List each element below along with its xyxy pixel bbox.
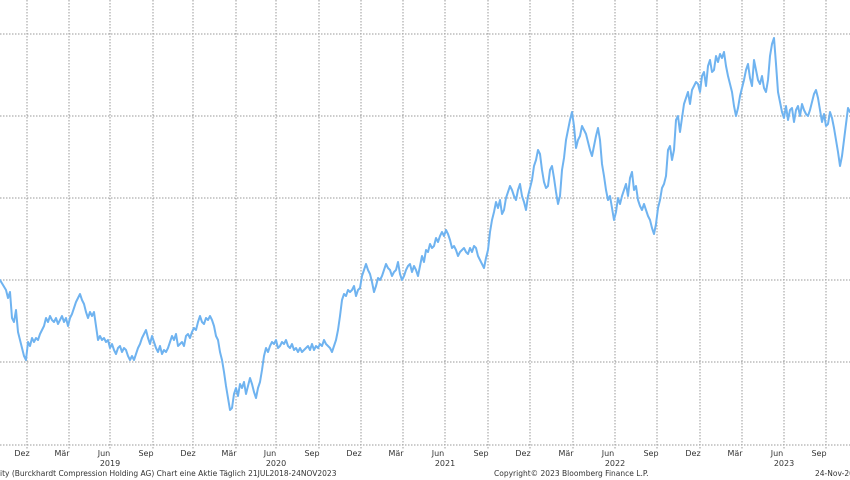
- chart-date: 24-Nov-2023: [815, 469, 850, 478]
- x-tick-label: Mär: [558, 449, 574, 458]
- horizontal-gridlines: [0, 33, 850, 363]
- x-year-label: 2021: [435, 459, 455, 468]
- x-tick-label: Jun: [263, 449, 277, 458]
- x-tick-label: Mär: [54, 449, 70, 458]
- price-line: [0, 37, 850, 411]
- x-tick-label: Dez: [180, 449, 195, 458]
- x-tick-label: Mär: [727, 449, 743, 458]
- x-year-label: 2023: [774, 459, 794, 468]
- x-tick-label: Jun: [601, 449, 615, 458]
- x-tick-label: Dez: [685, 449, 700, 458]
- x-tick-label: Dez: [346, 449, 361, 458]
- x-year-label: 2019: [100, 459, 120, 468]
- vertical-gridlines: [26, 0, 827, 449]
- x-tick-label: Sep: [304, 449, 319, 458]
- x-tick-label: Mär: [388, 449, 404, 458]
- copyright-notice: Copyright© 2023 Bloomberg Finance L.P.: [494, 469, 649, 478]
- chart-description: ity (Burckhardt Compression Holding AG) …: [0, 469, 337, 478]
- x-tick-label: Sep: [473, 449, 488, 458]
- x-tick-label: Sep: [811, 449, 826, 458]
- x-tick-label: Mär: [221, 449, 237, 458]
- x-tick-label: Jun: [770, 449, 784, 458]
- x-tick-label: Sep: [138, 449, 153, 458]
- x-axis-month-labels: Dez Mär Jun Sep Dez Mär Jun Sep Dez Mär Jun Sep Dez M…: [14, 449, 826, 458]
- x-tick-label: Dez: [14, 449, 29, 458]
- x-tick-label: Sep: [643, 449, 658, 458]
- x-tick-label: Dez: [515, 449, 530, 458]
- x-axis-year-labels: 2019 2020 2021 2022 2023: [100, 459, 794, 468]
- x-tick-label: Jun: [431, 449, 445, 458]
- x-year-label: 2020: [266, 459, 286, 468]
- x-tick-label: Jun: [97, 449, 111, 458]
- x-year-label: 2022: [605, 459, 625, 468]
